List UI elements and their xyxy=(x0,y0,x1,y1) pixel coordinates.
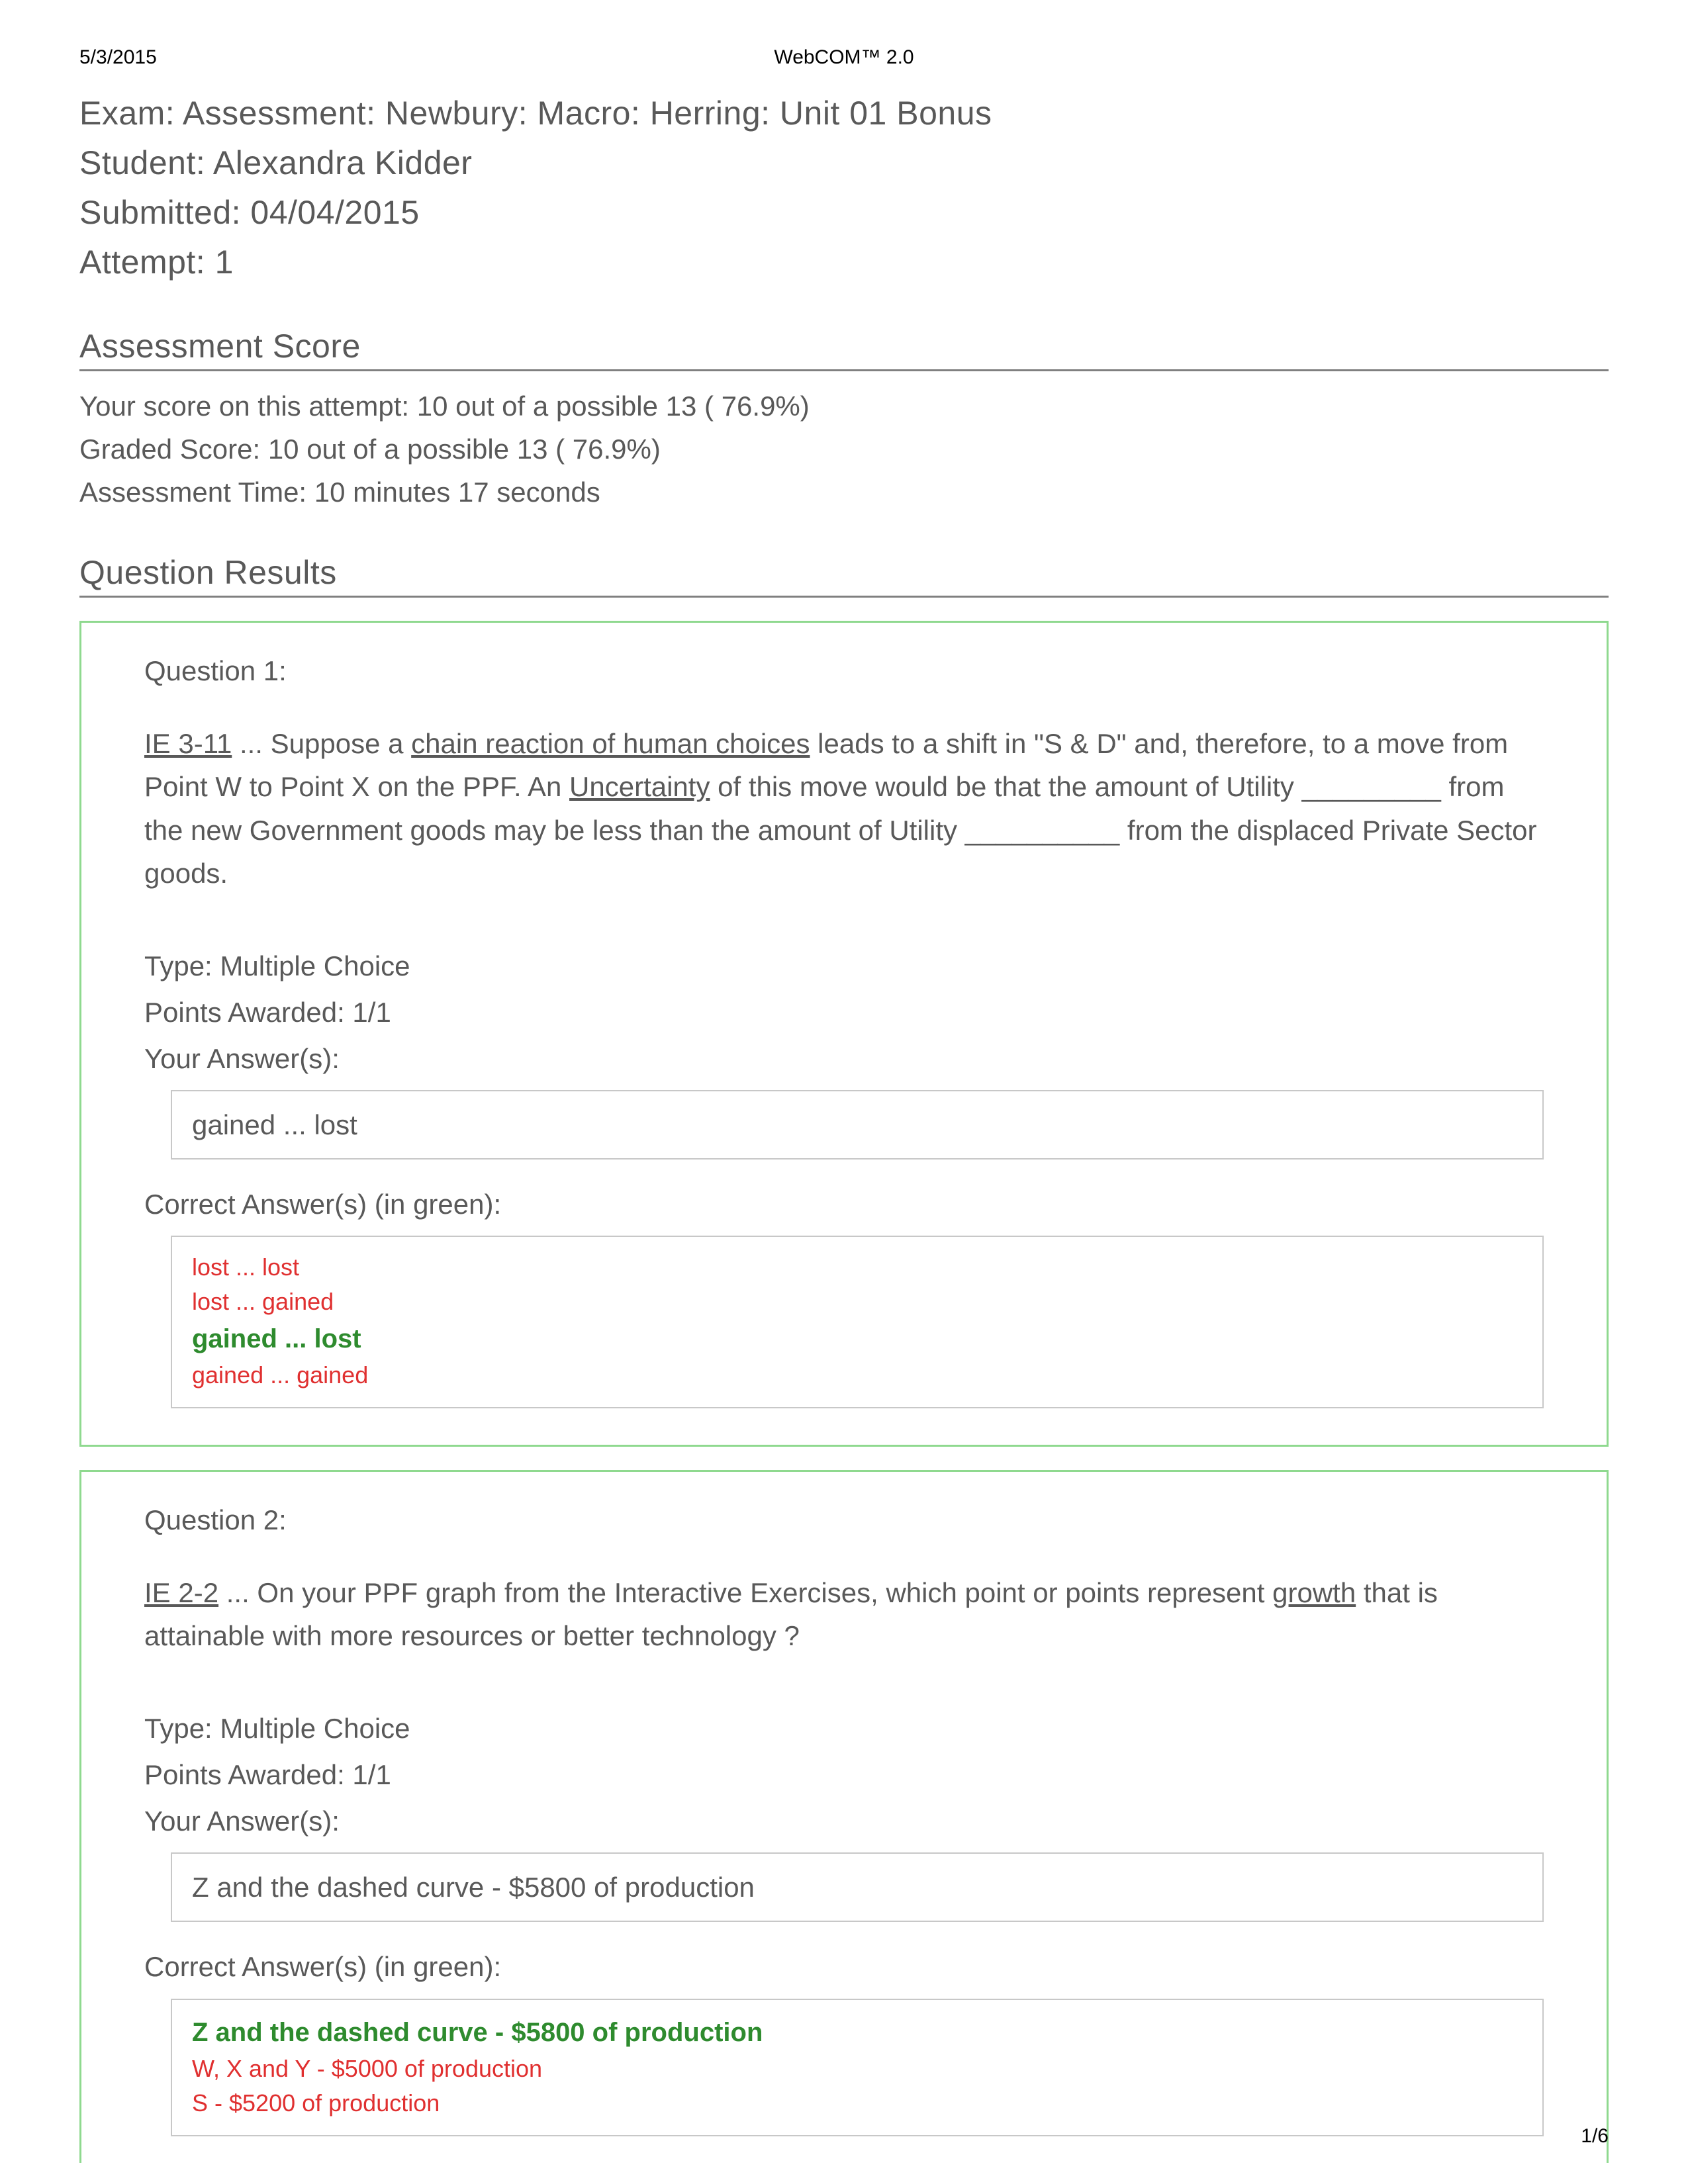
exam-title: Exam: Assessment: Newbury: Macro: Herrin… xyxy=(79,89,1609,138)
your-answer-text: gained ... lost xyxy=(192,1109,357,1140)
question-number: Question 2: xyxy=(144,1498,1544,1541)
score-attempt: Your score on this attempt: 10 out of a … xyxy=(79,385,1609,428)
question-type: Type: Multiple Choice xyxy=(144,1707,1544,1750)
points-awarded: Points Awarded: 1/1 xyxy=(144,1753,1544,1796)
choices-box: Z and the dashed curve - $5800 of produc… xyxy=(171,1999,1544,2136)
your-answer-text: Z and the dashed curve - $5800 of produc… xyxy=(192,1872,755,1903)
question-text: ... On your PPF graph from the Interacti… xyxy=(218,1577,1272,1608)
student-name: Student: Alexandra Kidder xyxy=(79,138,1609,188)
question-body: IE 2-2 ... On your PPF graph from the In… xyxy=(144,1571,1544,1657)
your-answers-label: Your Answer(s): xyxy=(144,1799,1544,1843)
correct-answers-label: Correct Answer(s) (in green): xyxy=(144,1945,1544,1988)
print-header: 5/3/2015 WebCOM™ 2.0 xyxy=(79,46,1609,69)
assessment-score-heading: Assessment Score xyxy=(79,327,1609,371)
page: 5/3/2015 WebCOM™ 2.0 Exam: Assessment: N… xyxy=(0,0,1688,2184)
question-ref: IE 3-11 xyxy=(144,728,232,759)
submitted-date: Submitted: 04/04/2015 xyxy=(79,188,1609,238)
question-number: Question 1: xyxy=(144,649,1544,692)
print-app-name: WebCOM™ 2.0 xyxy=(774,46,914,69)
question-body: IE 3-11 ... Suppose a chain reaction of … xyxy=(144,722,1544,894)
your-answer-box: gained ... lost xyxy=(171,1090,1544,1160)
print-date: 5/3/2015 xyxy=(79,46,157,69)
attempt-number: Attempt: 1 xyxy=(79,238,1609,287)
question-card: Question 2: IE 2-2 ... On your PPF graph… xyxy=(79,1470,1609,2163)
answer-choice: S - $5200 of production xyxy=(192,2086,1523,2120)
answer-choice: W, X and Y - $5000 of production xyxy=(192,2052,1523,2086)
question-underline: Uncertainty xyxy=(569,771,710,802)
exam-meta: Exam: Assessment: Newbury: Macro: Herrin… xyxy=(79,89,1609,287)
score-time: Assessment Time: 10 minutes 17 seconds xyxy=(79,471,1609,514)
page-number: 1/6 xyxy=(1581,2125,1609,2148)
answer-choice: lost ... gained xyxy=(192,1285,1523,1319)
your-answers-label: Your Answer(s): xyxy=(144,1037,1544,1080)
question-results-heading: Question Results xyxy=(79,553,1609,598)
answer-choice: gained ... gained xyxy=(192,1358,1523,1392)
points-awarded: Points Awarded: 1/1 xyxy=(144,991,1544,1034)
question-card: Question 1: IE 3-11 ... Suppose a chain … xyxy=(79,621,1609,1447)
choices-box: lost ... lost lost ... gained gained ...… xyxy=(171,1236,1544,1408)
score-graded: Graded Score: 10 out of a possible 13 ( … xyxy=(79,428,1609,471)
score-lines: Your score on this attempt: 10 out of a … xyxy=(79,385,1609,514)
question-underline: growth xyxy=(1272,1577,1356,1608)
question-underline: chain reaction of human choices xyxy=(411,728,810,759)
question-type: Type: Multiple Choice xyxy=(144,944,1544,987)
answer-choice-correct: Z and the dashed curve - $5800 of produc… xyxy=(192,2013,1523,2052)
question-ref: IE 2-2 xyxy=(144,1577,218,1608)
your-answer-box: Z and the dashed curve - $5800 of produc… xyxy=(171,1852,1544,1922)
correct-answers-label: Correct Answer(s) (in green): xyxy=(144,1183,1544,1226)
answer-choice: lost ... lost xyxy=(192,1250,1523,1285)
question-text: ... Suppose a xyxy=(232,728,411,759)
answer-choice-correct: gained ... lost xyxy=(192,1320,1523,1358)
